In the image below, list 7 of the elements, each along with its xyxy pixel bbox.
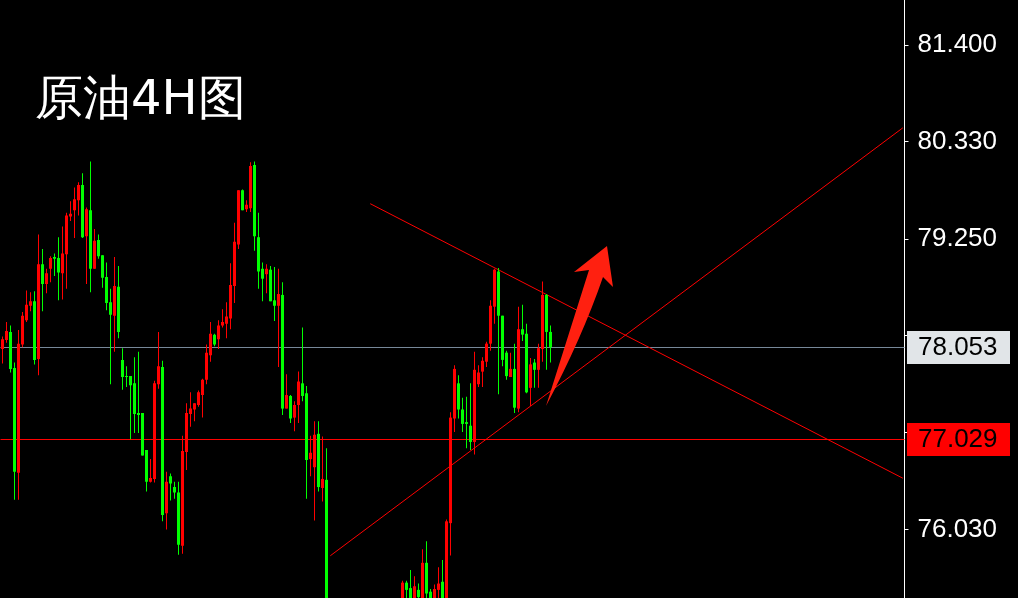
ref-line-label: 77.029 xyxy=(918,423,998,454)
y-tick-label: 76.030 xyxy=(917,512,998,543)
y-tick-label: 79.250 xyxy=(917,222,998,253)
y-tick-label: 80.330 xyxy=(917,124,998,155)
ref-line-label: 78.053 xyxy=(918,331,998,362)
text: 原油4H图 xyxy=(35,69,246,125)
y-tick-label: 81.400 xyxy=(917,28,998,59)
